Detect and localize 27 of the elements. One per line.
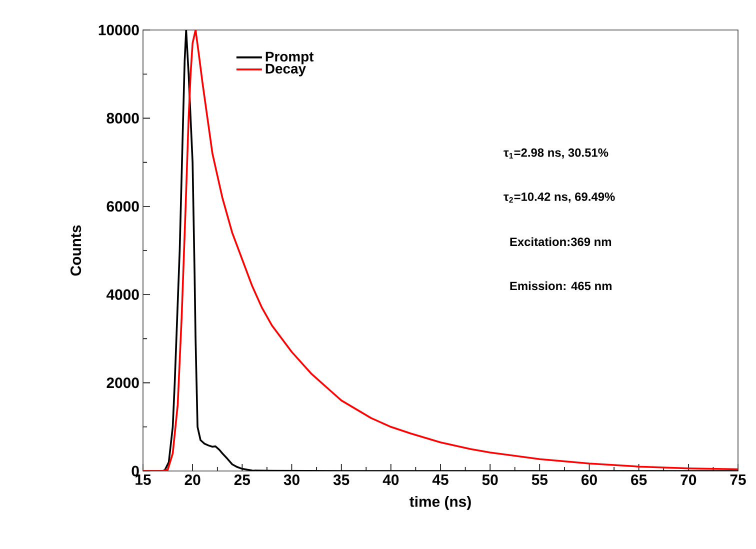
x-tick-label: 75 (730, 474, 746, 485)
annotation: τ$_{1}$=2.98 ns, 30.51% (504, 148, 608, 159)
x-tick-label: 30 (284, 474, 300, 486)
legend-label: Decay (266, 64, 306, 76)
y-tick-label: 0 (132, 466, 139, 476)
x-tick-label: 55 (532, 474, 548, 485)
x-tick-label: 60 (581, 474, 597, 486)
annotation: Excitation:369 nm (510, 237, 612, 246)
annotation: Emission: 465 nm (510, 281, 612, 290)
y-tick-label: 10000 (98, 24, 139, 36)
x-tick-label: 15 (136, 474, 151, 485)
y-axis-title: Counts (70, 225, 82, 276)
x-tick-label: 20 (184, 474, 200, 486)
x-tick-label: 25 (234, 474, 250, 486)
x-tick-label: 70 (680, 474, 696, 486)
y-tick-label: 4000 (106, 289, 139, 300)
x-tick-label: 65 (631, 474, 647, 486)
x-axis-title: time (ns) (410, 496, 471, 510)
x-tick-label: 50 (482, 474, 498, 486)
x-tick-label: 40 (382, 474, 399, 486)
annotation: τ$_{2}$=10.42 ns, 69.49% (504, 192, 615, 203)
y-tick-label: 2000 (106, 378, 139, 388)
y-tick-label: 8000 (106, 112, 139, 124)
y-tick-label: 6000 (106, 201, 139, 212)
x-tick-label: 35 (333, 474, 350, 486)
x-tick-label: 45 (432, 474, 448, 485)
legend-label: Prompt (266, 52, 314, 64)
